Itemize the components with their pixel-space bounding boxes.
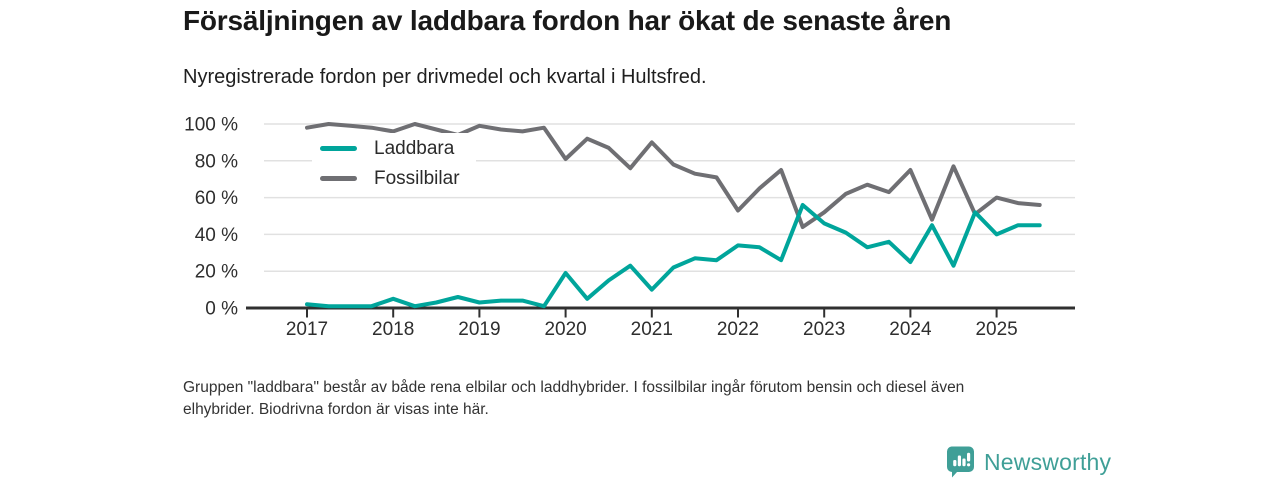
x-axis-label: 2021 <box>631 319 673 340</box>
x-axis-label: 2023 <box>803 319 845 340</box>
x-axis-label: 2022 <box>717 319 759 340</box>
bar-chart-glyph <box>953 452 971 467</box>
y-axis-label: 0 % <box>205 299 238 320</box>
y-axis-label: 60 % <box>195 188 238 209</box>
series-line-laddbara <box>305 203 1042 309</box>
legend-swatch-fossilbilar <box>320 176 357 181</box>
chart-subtitle: Nyregistrerade fordon per drivmedel och … <box>183 66 707 88</box>
y-axis-label: 100 % <box>184 115 238 136</box>
y-axis-label: 40 % <box>195 225 238 246</box>
chart-title: Försäljningen av laddbara fordon har öka… <box>183 5 952 36</box>
x-axis-label: 2024 <box>889 319 932 340</box>
footnote-line-2: elhybrider. Biodrivna fordon är visas in… <box>183 400 489 418</box>
legend-label-laddbara: Laddbara <box>374 137 455 159</box>
x-axis-label: 2017 <box>286 319 328 340</box>
newsworthy-icon <box>946 446 974 478</box>
legend-item-fossilbilar: Fossilbilar <box>320 165 460 192</box>
x-axis-label: 2019 <box>458 319 500 340</box>
x-axis-label: 2018 <box>372 319 414 340</box>
x-axis-label: 2025 <box>975 319 1017 340</box>
newsworthy-wordmark: Newsworthy <box>984 448 1112 475</box>
chart-legend: Laddbara Fossilbilar <box>312 133 476 196</box>
legend-swatch-laddbara <box>320 146 357 151</box>
y-axis-label: 20 % <box>195 262 238 283</box>
legend-item-laddbara: Laddbara <box>320 135 460 162</box>
x-axis-label: 2020 <box>544 319 586 340</box>
legend-label-fossilbilar: Fossilbilar <box>374 167 460 189</box>
chart-footnote: Gruppen "laddbara" består av både rena e… <box>183 377 964 420</box>
y-axis-label: 80 % <box>195 151 238 172</box>
series-line-fossilbilar <box>305 122 1042 229</box>
footnote-line-1: Gruppen "laddbara" består av både rena e… <box>183 379 965 396</box>
newsworthy-logo: Newsworthy <box>946 446 1111 478</box>
